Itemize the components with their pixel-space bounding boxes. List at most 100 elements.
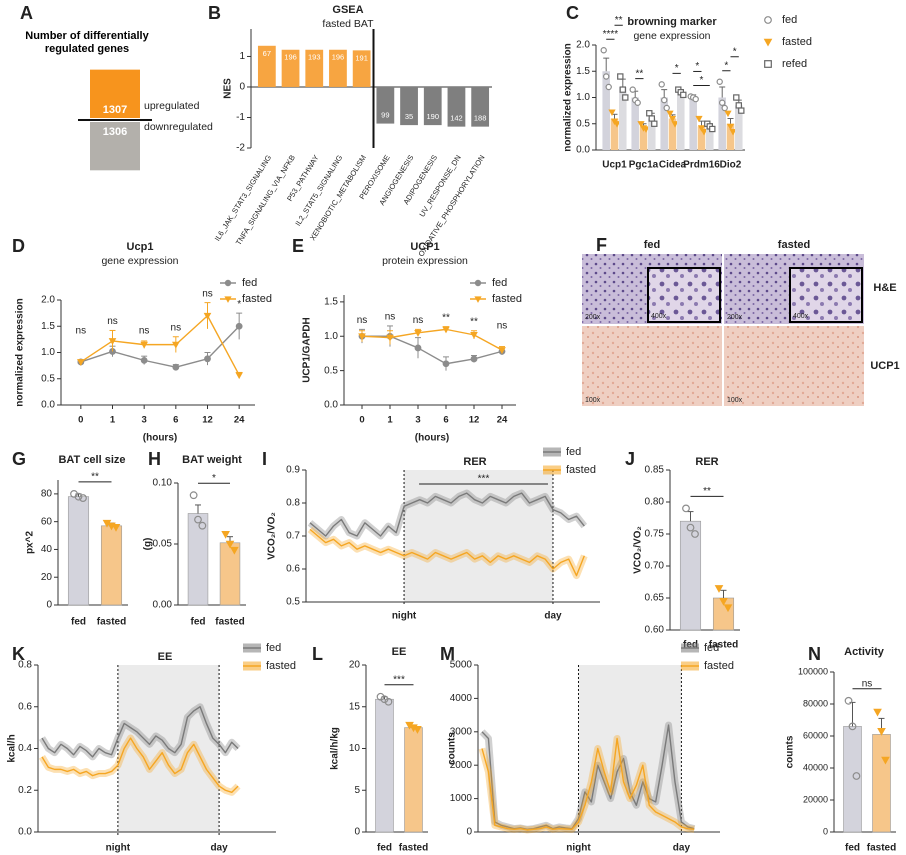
y-tick-label: 1.0: [41, 347, 55, 358]
bar: [423, 86, 442, 126]
marker: [648, 115, 655, 122]
bar: [639, 126, 648, 150]
marker: [617, 73, 624, 80]
marker: [873, 708, 882, 717]
chart-title: browning marker: [627, 16, 717, 28]
marker: [470, 355, 478, 363]
x-tick-label: 12: [469, 415, 480, 426]
x-tick-label: 24: [234, 415, 245, 426]
chart-title: Activity: [844, 646, 885, 658]
x-tick-label: 3: [415, 415, 420, 426]
marker: [716, 78, 723, 85]
bar: [679, 520, 702, 631]
y-axis-label: kcal/h/kg: [330, 727, 341, 770]
value-label: 190: [426, 112, 439, 121]
significance-label: **: [615, 15, 623, 26]
y-tick-label: 0.65: [645, 593, 665, 604]
marker: [189, 491, 198, 500]
marker: [613, 121, 621, 128]
bar: [602, 71, 610, 150]
y-axis-label: counts: [447, 732, 458, 765]
marker: [733, 94, 740, 101]
bar: [90, 69, 140, 118]
marker: [848, 722, 857, 731]
marker: [877, 727, 886, 736]
marker: [140, 341, 148, 349]
bar: [706, 126, 714, 150]
panel-letter: L: [312, 644, 323, 664]
bar: [404, 727, 423, 833]
significance-label: ns: [171, 322, 182, 333]
y-tick-label: -2: [236, 143, 245, 154]
y-tick-label: 0.0: [18, 827, 32, 838]
significance-label: ns: [107, 316, 118, 327]
y-tick-label: 0.85: [645, 465, 665, 476]
marker: [605, 83, 612, 91]
x-tick-label: 3: [142, 415, 147, 426]
y-tick-label: 0.75: [645, 529, 665, 540]
line: [309, 492, 585, 537]
marker: [764, 60, 772, 68]
x-tick-label: fasted: [709, 640, 738, 651]
panel-letter: K: [12, 644, 25, 664]
magnification: 100x: [727, 397, 743, 404]
bar: [735, 105, 743, 150]
panel-letter: J: [625, 449, 635, 469]
significance-label: *: [724, 60, 728, 71]
marker: [695, 115, 703, 123]
marker: [235, 372, 243, 380]
marker: [380, 695, 389, 704]
y-tick-label: 1: [239, 51, 245, 62]
marker: [603, 73, 610, 80]
y-tick-label: 0.2: [18, 785, 32, 796]
marker: [663, 104, 670, 112]
marker: [724, 110, 732, 118]
significance-label: ns: [76, 326, 87, 337]
bar: [67, 496, 90, 606]
y-tick-label: 100000: [798, 666, 828, 676]
bar: [471, 86, 490, 127]
significance-label: ***: [478, 474, 490, 485]
panel-f: F fed fasted H&E UCP1 200x 400x 200x 400…: [582, 235, 900, 406]
significance-label: ns: [497, 321, 508, 332]
marker: [235, 322, 243, 330]
marker: [697, 125, 706, 132]
marker: [852, 772, 861, 780]
marker: [629, 86, 636, 93]
value-label: 99: [381, 111, 389, 120]
legend-label: fed: [492, 277, 507, 289]
category-label: upregulated: [144, 100, 200, 112]
significance-label: **: [470, 316, 478, 327]
y-tick-label: 1.5: [41, 321, 55, 332]
y-tick-label: 0.6: [18, 701, 32, 712]
marker: [413, 726, 422, 734]
value-label: 193: [308, 53, 321, 62]
marker: [204, 355, 211, 363]
bar: [677, 92, 685, 150]
panel-letter: E: [292, 236, 304, 256]
marker: [709, 125, 716, 133]
y-tick-label: 5: [354, 785, 360, 796]
x-tick-label: 12: [202, 415, 213, 426]
x-tick-label: Pgc1a: [629, 160, 659, 171]
column-label: fed: [644, 239, 661, 251]
chart-title: EE: [158, 651, 173, 663]
chart-title: RER: [463, 456, 486, 468]
y-tick-label: 0: [354, 827, 360, 838]
x-tick-label: 1: [387, 415, 393, 426]
y-tick-label: 1.0: [576, 92, 590, 103]
marker: [77, 359, 85, 366]
micrograph: [724, 326, 864, 406]
significance-label: ns: [202, 288, 213, 299]
y-tick-label: 0.5: [41, 373, 55, 384]
inset: [647, 267, 721, 323]
marker: [194, 515, 202, 524]
chart-subtitle: gene expression: [101, 255, 178, 267]
marker: [651, 120, 658, 127]
bar: [376, 86, 395, 124]
marker: [203, 312, 212, 320]
marker: [726, 123, 735, 131]
legend-label: fasted: [492, 293, 522, 305]
y-tick-label: 0.0: [576, 145, 590, 156]
marker: [666, 110, 674, 118]
